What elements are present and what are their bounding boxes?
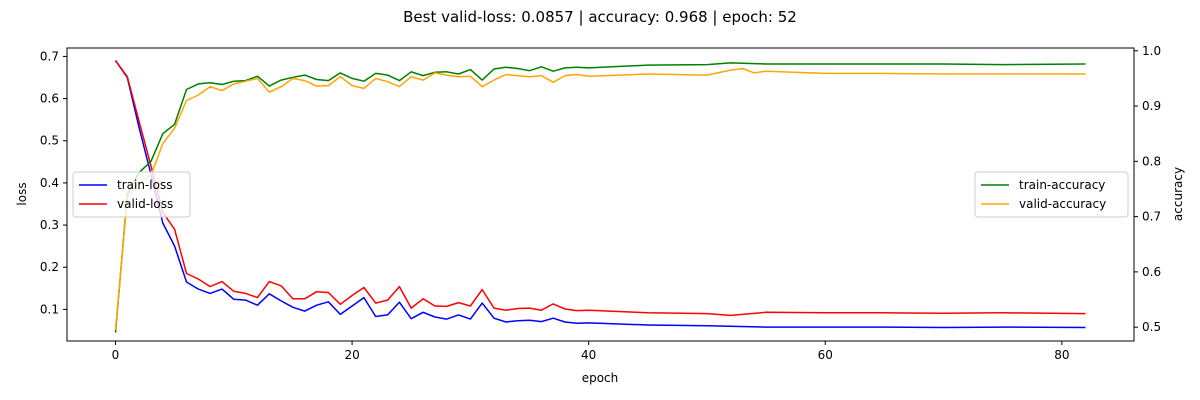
right-y-tick-label: 0.7: [1142, 210, 1161, 224]
x-tick-label: 0: [112, 348, 120, 362]
left-y-axis: 0.1 0.2 0.3 0.4 0.5 0.6 0.7: [40, 49, 67, 316]
legend-train-loss-label: train-loss: [117, 178, 172, 192]
left-y-tick-label: 0.2: [40, 260, 59, 274]
x-tick-label: 40: [581, 348, 596, 362]
right-y-tick-label: 1.0: [1142, 44, 1161, 58]
x-tick-label: 20: [344, 348, 359, 362]
legend-accuracy: train-accuracy valid-accuracy: [974, 171, 1129, 218]
legend-valid-loss-label: valid-loss: [117, 197, 173, 211]
right-y-axis-label: accuracy: [1171, 167, 1185, 221]
left-y-tick-label: 0.6: [40, 92, 59, 106]
series-line-valid-loss: [114, 60, 1086, 317]
right-y-axis: 0.5 0.6 0.7 0.8 0.9 1.0: [1134, 44, 1161, 334]
x-tick-label: 80: [1054, 348, 1069, 362]
left-y-tick-label: 0.4: [40, 176, 59, 190]
series-line-valid-accuracy: [114, 67, 1086, 330]
left-y-tick-label: 0.5: [40, 134, 59, 148]
right-y-tick-label: 0.8: [1142, 154, 1161, 168]
left-y-tick-label: 0.1: [40, 302, 59, 316]
legend-loss-box: [72, 171, 191, 218]
legend-train-accuracy-label: train-accuracy: [1019, 178, 1105, 192]
plot-frame: [66, 47, 1135, 342]
left-y-axis-label: loss: [15, 182, 29, 205]
left-y-tick-label: 0.3: [40, 218, 59, 232]
x-axis-label: epoch: [582, 371, 619, 385]
x-tick-label: 60: [818, 348, 833, 362]
left-y-tick-label: 0.7: [40, 49, 59, 63]
plot-lines: [114, 60, 1086, 333]
series-line-train-loss: [114, 60, 1086, 329]
right-y-tick-label: 0.6: [1142, 265, 1161, 279]
chart-title: Best valid-loss: 0.0857 | accuracy: 0.96…: [403, 8, 797, 26]
x-axis: 0 20 40 60 80: [112, 341, 1069, 362]
legend-loss: train-loss valid-loss: [72, 171, 191, 218]
legend-valid-accuracy-label: valid-accuracy: [1019, 197, 1106, 211]
legend-accuracy-box: [974, 171, 1129, 218]
right-y-tick-label: 0.5: [1142, 320, 1161, 334]
right-y-tick-label: 0.9: [1142, 99, 1161, 113]
series-line-train-accuracy: [114, 62, 1086, 333]
